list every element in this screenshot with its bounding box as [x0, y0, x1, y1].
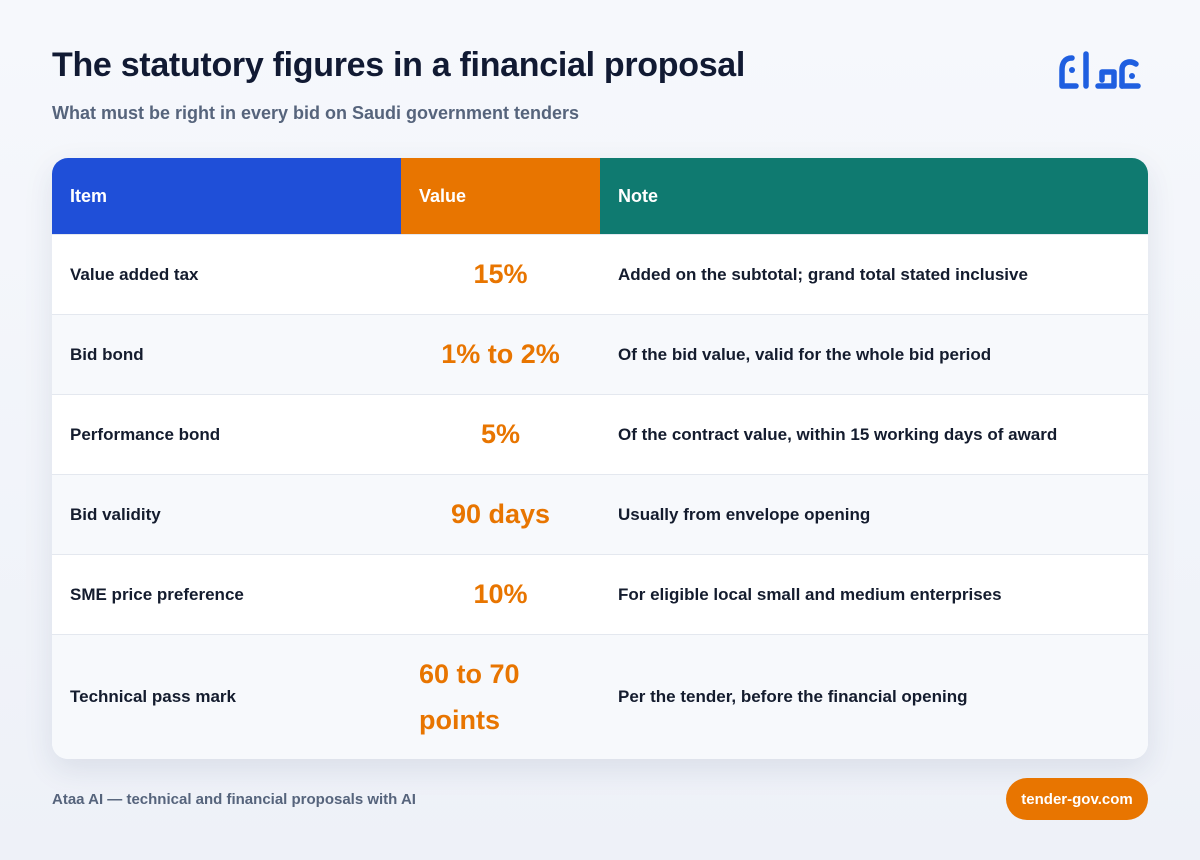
footer-credit: Ataa AI — technical and financial propos…: [52, 791, 416, 808]
figures-table: Item Value Note Value added tax 15% Adde…: [52, 158, 1148, 759]
row-value: 90 days: [450, 499, 551, 529]
table-row: Value added tax 15% Added on the subtota…: [52, 234, 1148, 314]
table-row: Bid bond 1% to 2% Of the bid value, vali…: [52, 314, 1148, 394]
row-note: Added on the subtotal; grand total state…: [618, 264, 1028, 284]
row-item: Technical pass mark: [70, 687, 236, 706]
row-value: 10%: [473, 579, 528, 609]
column-header-value: Value: [401, 158, 600, 234]
table-row: Performance bond 5% Of the contract valu…: [52, 394, 1148, 474]
website-link-button[interactable]: tender-gov.com: [1006, 778, 1148, 820]
column-header-note: Note: [600, 158, 1148, 234]
row-note: Of the bid value, valid for the whole bi…: [618, 344, 992, 364]
row-note: Per the tender, before the financial ope…: [618, 687, 968, 706]
row-value-line: 60 to 70: [419, 659, 520, 689]
table-row: SME price preference 10% For eligible lo…: [52, 554, 1148, 634]
row-item: Bid validity: [70, 504, 161, 524]
page-title: The statutory figures in a financial pro…: [52, 46, 746, 84]
row-note: Usually from envelope opening: [618, 504, 871, 524]
row-value-line: points: [419, 705, 500, 735]
ataa-logo-icon: [1059, 51, 1141, 89]
row-note: Of the contract value, within 15 working…: [618, 424, 1058, 444]
table-row: Bid validity 90 days Usually from envelo…: [52, 474, 1148, 554]
row-value: 15%: [473, 259, 528, 289]
page-subtitle: What must be right in every bid on Saudi…: [52, 103, 580, 123]
row-value: 5%: [480, 419, 521, 449]
row-item: Performance bond: [70, 424, 221, 444]
table-row: Technical pass mark 60 to 70 points Per …: [52, 634, 1148, 759]
row-value: 60 to 70 points: [401, 635, 600, 759]
table-header: Item Value Note: [52, 158, 1148, 234]
column-header-item: Item: [52, 158, 401, 234]
row-item: Value added tax: [70, 264, 199, 284]
row-value: 1% to 2%: [441, 339, 560, 369]
row-item: SME price preference: [70, 584, 244, 604]
row-note: For eligible local small and medium ente…: [618, 584, 1002, 604]
row-item: Bid bond: [70, 344, 144, 364]
